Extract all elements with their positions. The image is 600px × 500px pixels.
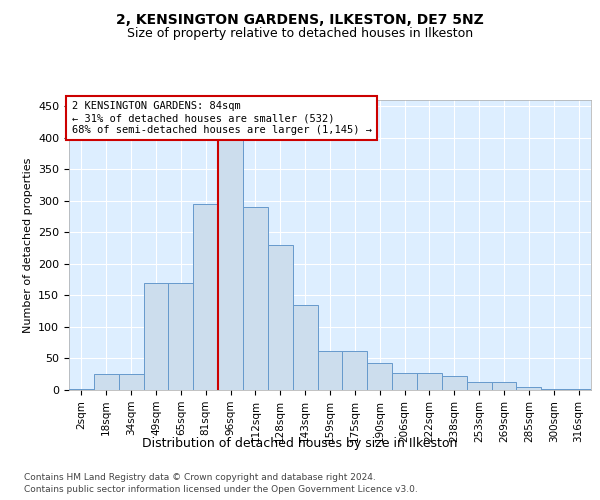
Bar (94, 374, 119, 390)
Bar (442, 376, 467, 390)
Text: 2, KENSINGTON GARDENS, ILKESTON, DE7 5NZ: 2, KENSINGTON GARDENS, ILKESTON, DE7 5NZ (116, 12, 484, 26)
Text: Contains public sector information licensed under the Open Government Licence v3: Contains public sector information licen… (24, 485, 418, 494)
Bar (392, 373, 417, 390)
Bar (243, 207, 268, 390)
Bar (193, 204, 218, 390)
Bar (119, 374, 143, 390)
Bar (317, 351, 343, 390)
Bar (169, 283, 193, 390)
Text: Contains HM Land Registry data © Crown copyright and database right 2024.: Contains HM Land Registry data © Crown c… (24, 472, 376, 482)
Bar (417, 373, 442, 390)
Bar (293, 305, 317, 390)
Bar (491, 382, 517, 390)
Bar (541, 388, 566, 390)
Bar (367, 363, 392, 390)
Bar (218, 119, 243, 390)
Bar (343, 351, 367, 390)
Bar (517, 387, 541, 390)
Text: 2 KENSINGTON GARDENS: 84sqm
← 31% of detached houses are smaller (532)
68% of se: 2 KENSINGTON GARDENS: 84sqm ← 31% of det… (71, 102, 371, 134)
Bar (143, 283, 169, 390)
Bar (467, 382, 491, 390)
Y-axis label: Number of detached properties: Number of detached properties (23, 158, 32, 332)
Bar (268, 245, 293, 390)
Text: Distribution of detached houses by size in Ilkeston: Distribution of detached houses by size … (142, 438, 458, 450)
Text: Size of property relative to detached houses in Ilkeston: Size of property relative to detached ho… (127, 28, 473, 40)
